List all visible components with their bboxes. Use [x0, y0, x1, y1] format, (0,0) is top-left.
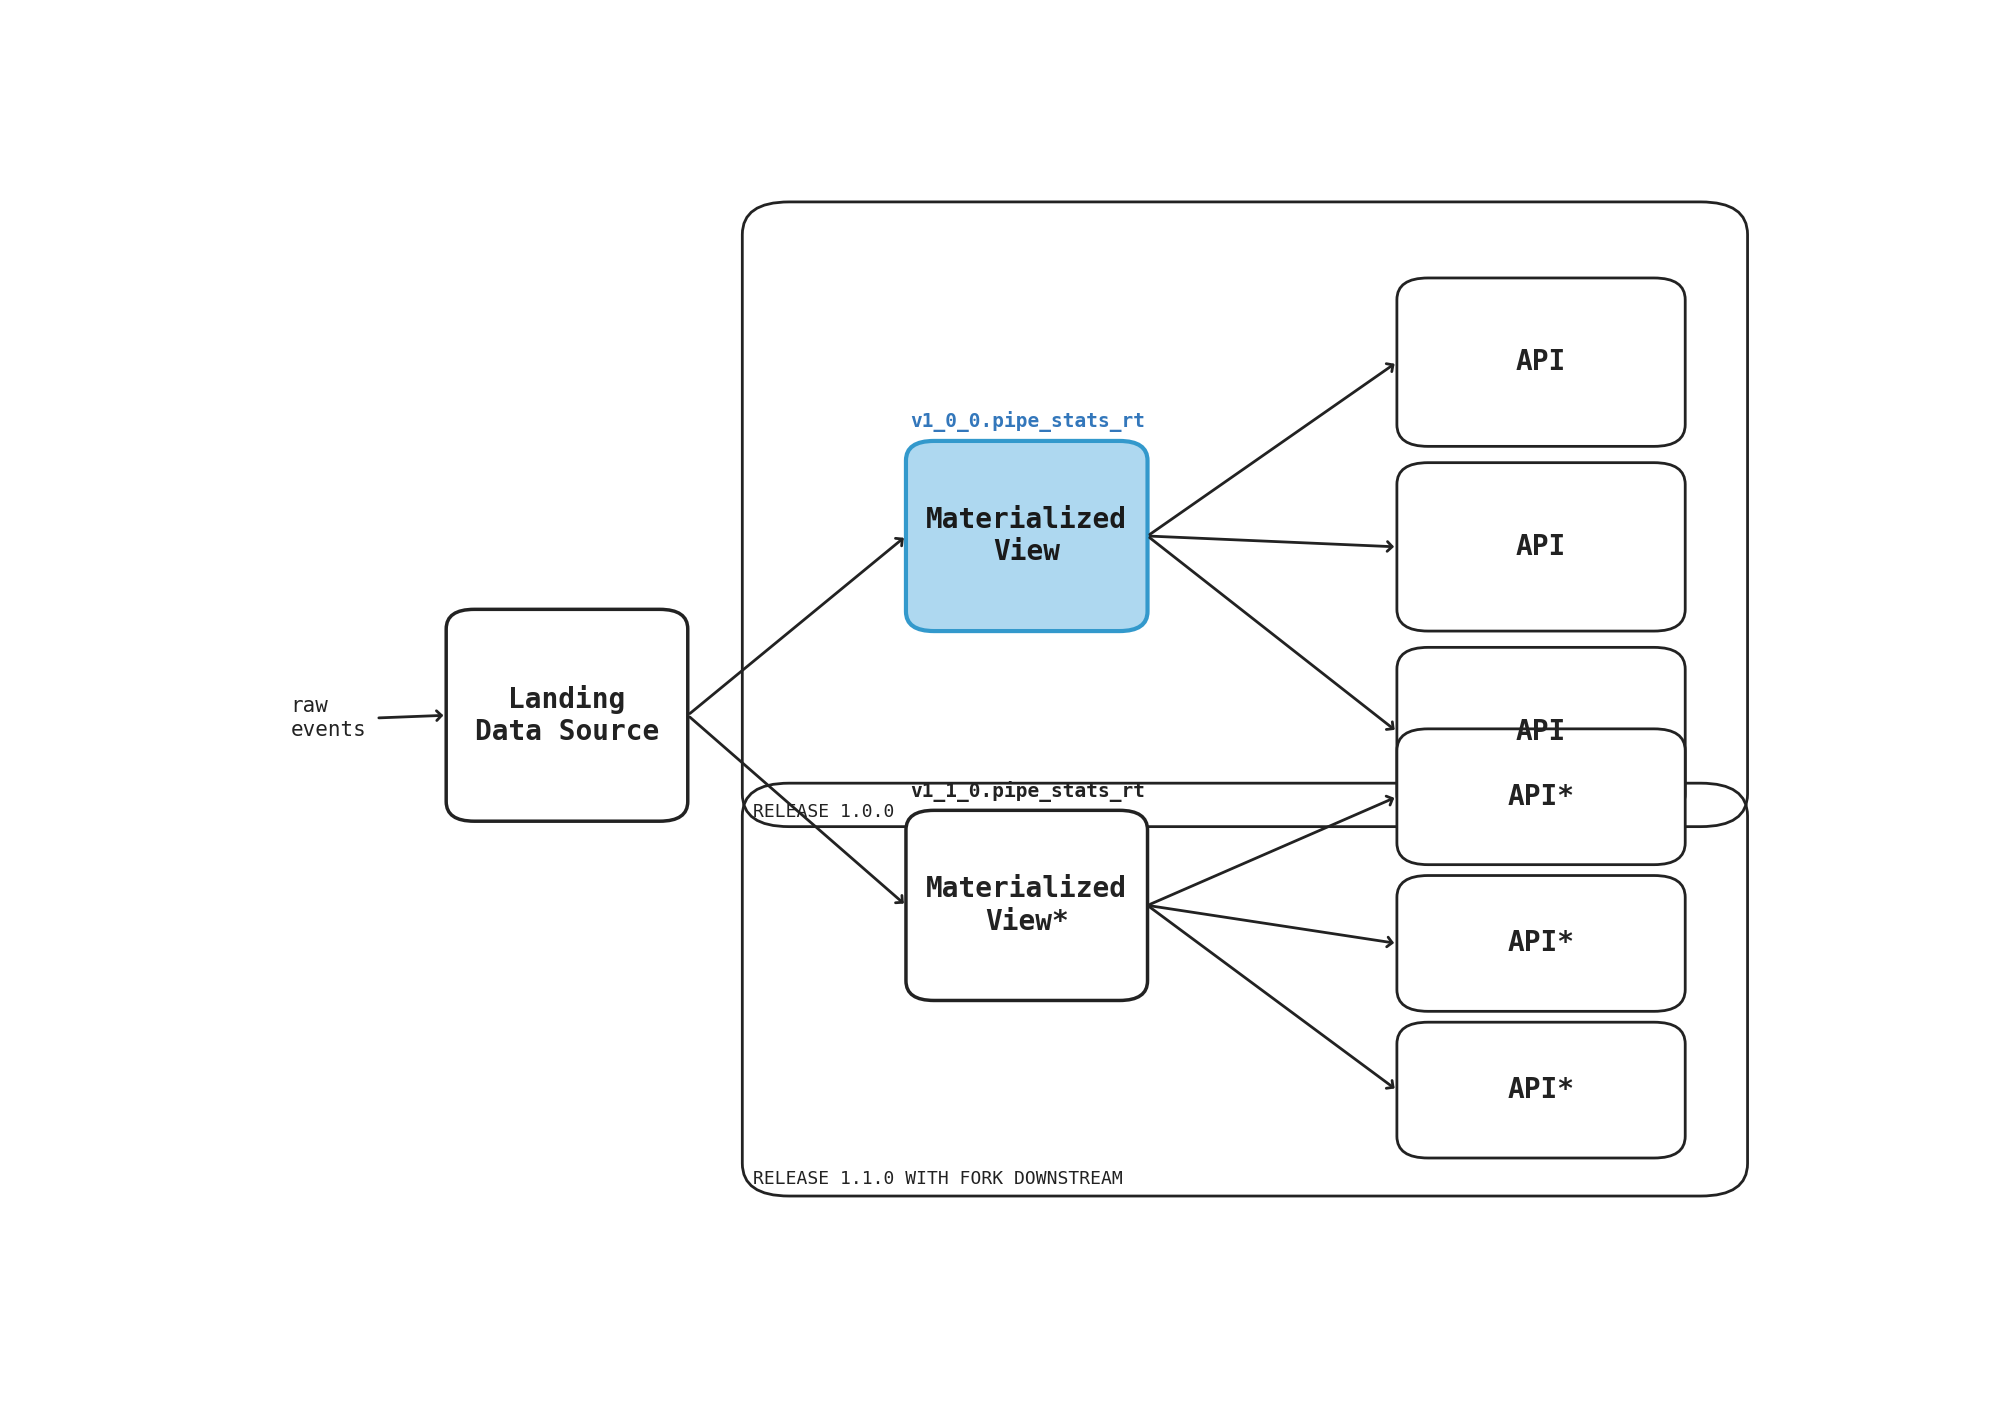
- FancyBboxPatch shape: [446, 610, 688, 821]
- Text: RELEASE 1.1.0 WITH FORK DOWNSTREAM: RELEASE 1.1.0 WITH FORK DOWNSTREAM: [754, 1171, 1122, 1188]
- FancyBboxPatch shape: [1398, 1022, 1685, 1158]
- Text: Materialized
View*: Materialized View*: [927, 875, 1128, 935]
- FancyBboxPatch shape: [1398, 729, 1685, 865]
- FancyBboxPatch shape: [905, 440, 1148, 631]
- FancyBboxPatch shape: [1398, 875, 1685, 1012]
- FancyBboxPatch shape: [1398, 463, 1685, 631]
- Text: API*: API*: [1508, 930, 1575, 958]
- Text: Materialized
View: Materialized View: [927, 505, 1128, 566]
- Text: API: API: [1516, 533, 1567, 560]
- Text: raw
events: raw events: [290, 697, 366, 739]
- Text: Landing
Data Source: Landing Data Source: [475, 684, 660, 746]
- FancyBboxPatch shape: [1398, 648, 1685, 816]
- Text: v1_0_0.pipe_stats_rt: v1_0_0.pipe_stats_rt: [911, 411, 1144, 432]
- Text: v1_1_0.pipe_stats_rt: v1_1_0.pipe_stats_rt: [911, 780, 1144, 801]
- Text: API: API: [1516, 718, 1567, 745]
- FancyBboxPatch shape: [1398, 278, 1685, 446]
- Text: API*: API*: [1508, 1077, 1575, 1103]
- FancyBboxPatch shape: [905, 810, 1148, 1000]
- Text: API*: API*: [1508, 783, 1575, 811]
- Text: API: API: [1516, 349, 1567, 377]
- Text: RELEASE 1.0.0: RELEASE 1.0.0: [754, 803, 895, 821]
